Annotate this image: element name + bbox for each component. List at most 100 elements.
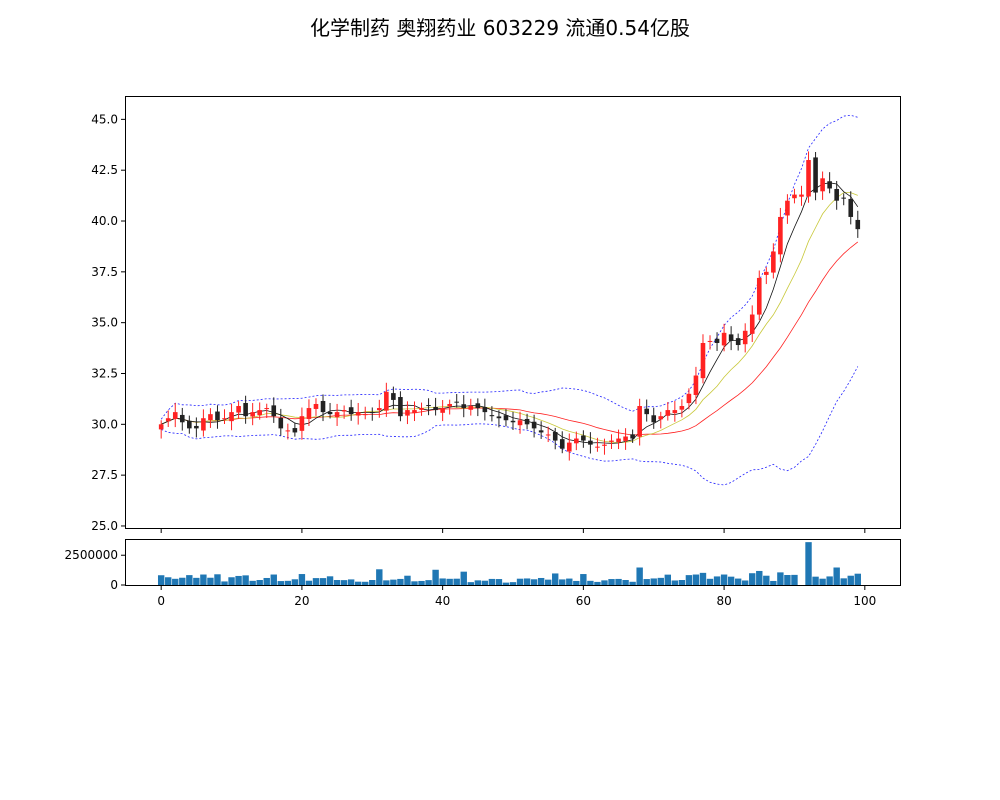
volume-bar <box>284 580 292 585</box>
candle-body <box>855 219 861 230</box>
volume-panel-frame <box>125 539 901 586</box>
volume-bar <box>833 567 840 585</box>
volume-bar <box>488 578 496 585</box>
volume-bar <box>847 575 854 585</box>
volume-bar <box>664 574 671 585</box>
volume-bar <box>347 579 355 585</box>
volume-bar <box>460 571 467 585</box>
candle-body <box>686 393 692 404</box>
candle-body <box>334 412 340 418</box>
candle-body <box>792 194 797 199</box>
y-tick-label: 40.0 <box>91 214 118 228</box>
volume-bar <box>390 579 397 585</box>
candle-body <box>841 197 847 199</box>
price-y-axis: 25.0 27.5 30.0 32.5 35.0 37.5 40.0 42.5 45.0 <box>91 112 126 533</box>
ma20-line <box>161 241 859 436</box>
volume-bar <box>727 576 735 585</box>
candle-body <box>229 412 234 422</box>
boll-upper-line <box>160 114 858 420</box>
volume-bar <box>629 581 636 585</box>
volume-bar <box>509 582 517 585</box>
volume-bar <box>720 574 728 585</box>
candle-body <box>714 338 720 343</box>
volume-bar <box>355 581 362 585</box>
candle-body <box>552 431 558 441</box>
volume-bar <box>277 581 284 585</box>
volume-bar <box>678 580 686 585</box>
volume-bar <box>312 578 320 585</box>
candle-body <box>700 342 706 379</box>
indicator-lines <box>160 114 859 486</box>
volume-bar <box>249 580 256 585</box>
candle-body <box>222 418 227 420</box>
candle-body <box>179 414 185 423</box>
x-axis: 0 20 40 60 80 100 <box>157 528 876 608</box>
volume-bar <box>228 577 235 585</box>
candle-body <box>813 157 818 193</box>
candle-body <box>461 404 467 409</box>
volume-bar <box>636 567 643 585</box>
candle-body <box>165 418 171 422</box>
volume-bar <box>559 579 566 585</box>
candle-body <box>799 194 804 197</box>
candle-body <box>693 375 699 395</box>
volume-bar <box>439 578 446 585</box>
chart-title: 化学制药 奥翔药业 603229 流通0.54亿股 <box>310 16 690 40</box>
candle-body <box>355 412 361 416</box>
candle-body <box>574 438 579 444</box>
candle-body <box>510 420 516 423</box>
price-panel-frame <box>125 96 901 529</box>
volume-bar <box>467 582 474 585</box>
x-tick-label: 0 <box>157 594 165 608</box>
volume-bar <box>734 578 742 585</box>
volume-bar <box>573 580 580 585</box>
volume-bar <box>446 578 453 585</box>
volume-bar <box>552 573 559 585</box>
volume-bar <box>763 575 770 585</box>
candle-body <box>764 271 769 275</box>
candle-body <box>172 412 178 419</box>
candle-body <box>827 181 832 189</box>
volume-bar <box>404 575 411 585</box>
volume-bar <box>608 579 615 585</box>
volume-bar <box>326 576 334 585</box>
volume-bar <box>235 575 242 585</box>
candle-body <box>391 393 396 400</box>
candlesticks <box>158 151 861 461</box>
candle-body <box>848 198 854 217</box>
volume-bar <box>172 578 179 585</box>
volume-bar <box>826 576 833 585</box>
candle-body <box>201 418 206 431</box>
volume-bar <box>805 542 812 585</box>
volume-bar <box>383 580 390 585</box>
y-tick-label: 42.5 <box>91 163 118 177</box>
candle-body <box>208 414 213 421</box>
candle-body <box>327 411 333 415</box>
y-tick-label: 32.5 <box>91 366 118 380</box>
volume-bar <box>692 574 700 585</box>
volume-bar <box>340 580 348 585</box>
candle-body <box>524 418 530 425</box>
volume-tick-label: 2500000 <box>65 548 118 562</box>
candle-body <box>672 410 678 414</box>
candle-body <box>742 330 748 345</box>
candle-body <box>644 408 649 415</box>
candle-body <box>243 402 248 417</box>
volume-bar <box>291 579 299 585</box>
candle-body <box>623 436 628 441</box>
volume-bar <box>186 575 193 585</box>
candle-body <box>384 391 389 411</box>
candle-body <box>496 416 502 419</box>
volume-bar <box>643 579 650 585</box>
volume-bar <box>305 580 313 585</box>
x-tick-label: 60 <box>576 594 591 608</box>
candle-body <box>278 417 284 429</box>
y-tick-label: 37.5 <box>91 265 118 279</box>
volume-bar <box>650 578 657 585</box>
candle-body <box>588 440 593 445</box>
candle-body <box>482 407 488 413</box>
boll-lower-line <box>161 366 859 486</box>
candle-body <box>602 444 607 446</box>
candle-body <box>236 406 241 413</box>
